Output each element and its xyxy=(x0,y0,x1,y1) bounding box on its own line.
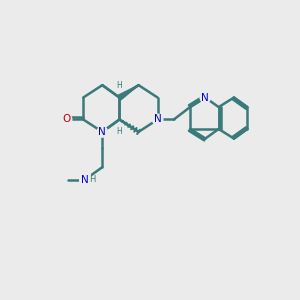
Text: O: O xyxy=(62,115,70,124)
Circle shape xyxy=(97,127,108,137)
Polygon shape xyxy=(118,85,139,100)
Circle shape xyxy=(60,114,72,125)
Text: N: N xyxy=(201,92,209,103)
Text: H: H xyxy=(117,127,122,136)
Text: H: H xyxy=(88,175,95,184)
Text: H: H xyxy=(117,81,122,90)
Circle shape xyxy=(200,92,211,103)
Text: N: N xyxy=(81,175,89,184)
Text: N: N xyxy=(98,127,106,137)
Text: N: N xyxy=(154,115,161,124)
Circle shape xyxy=(152,114,163,125)
